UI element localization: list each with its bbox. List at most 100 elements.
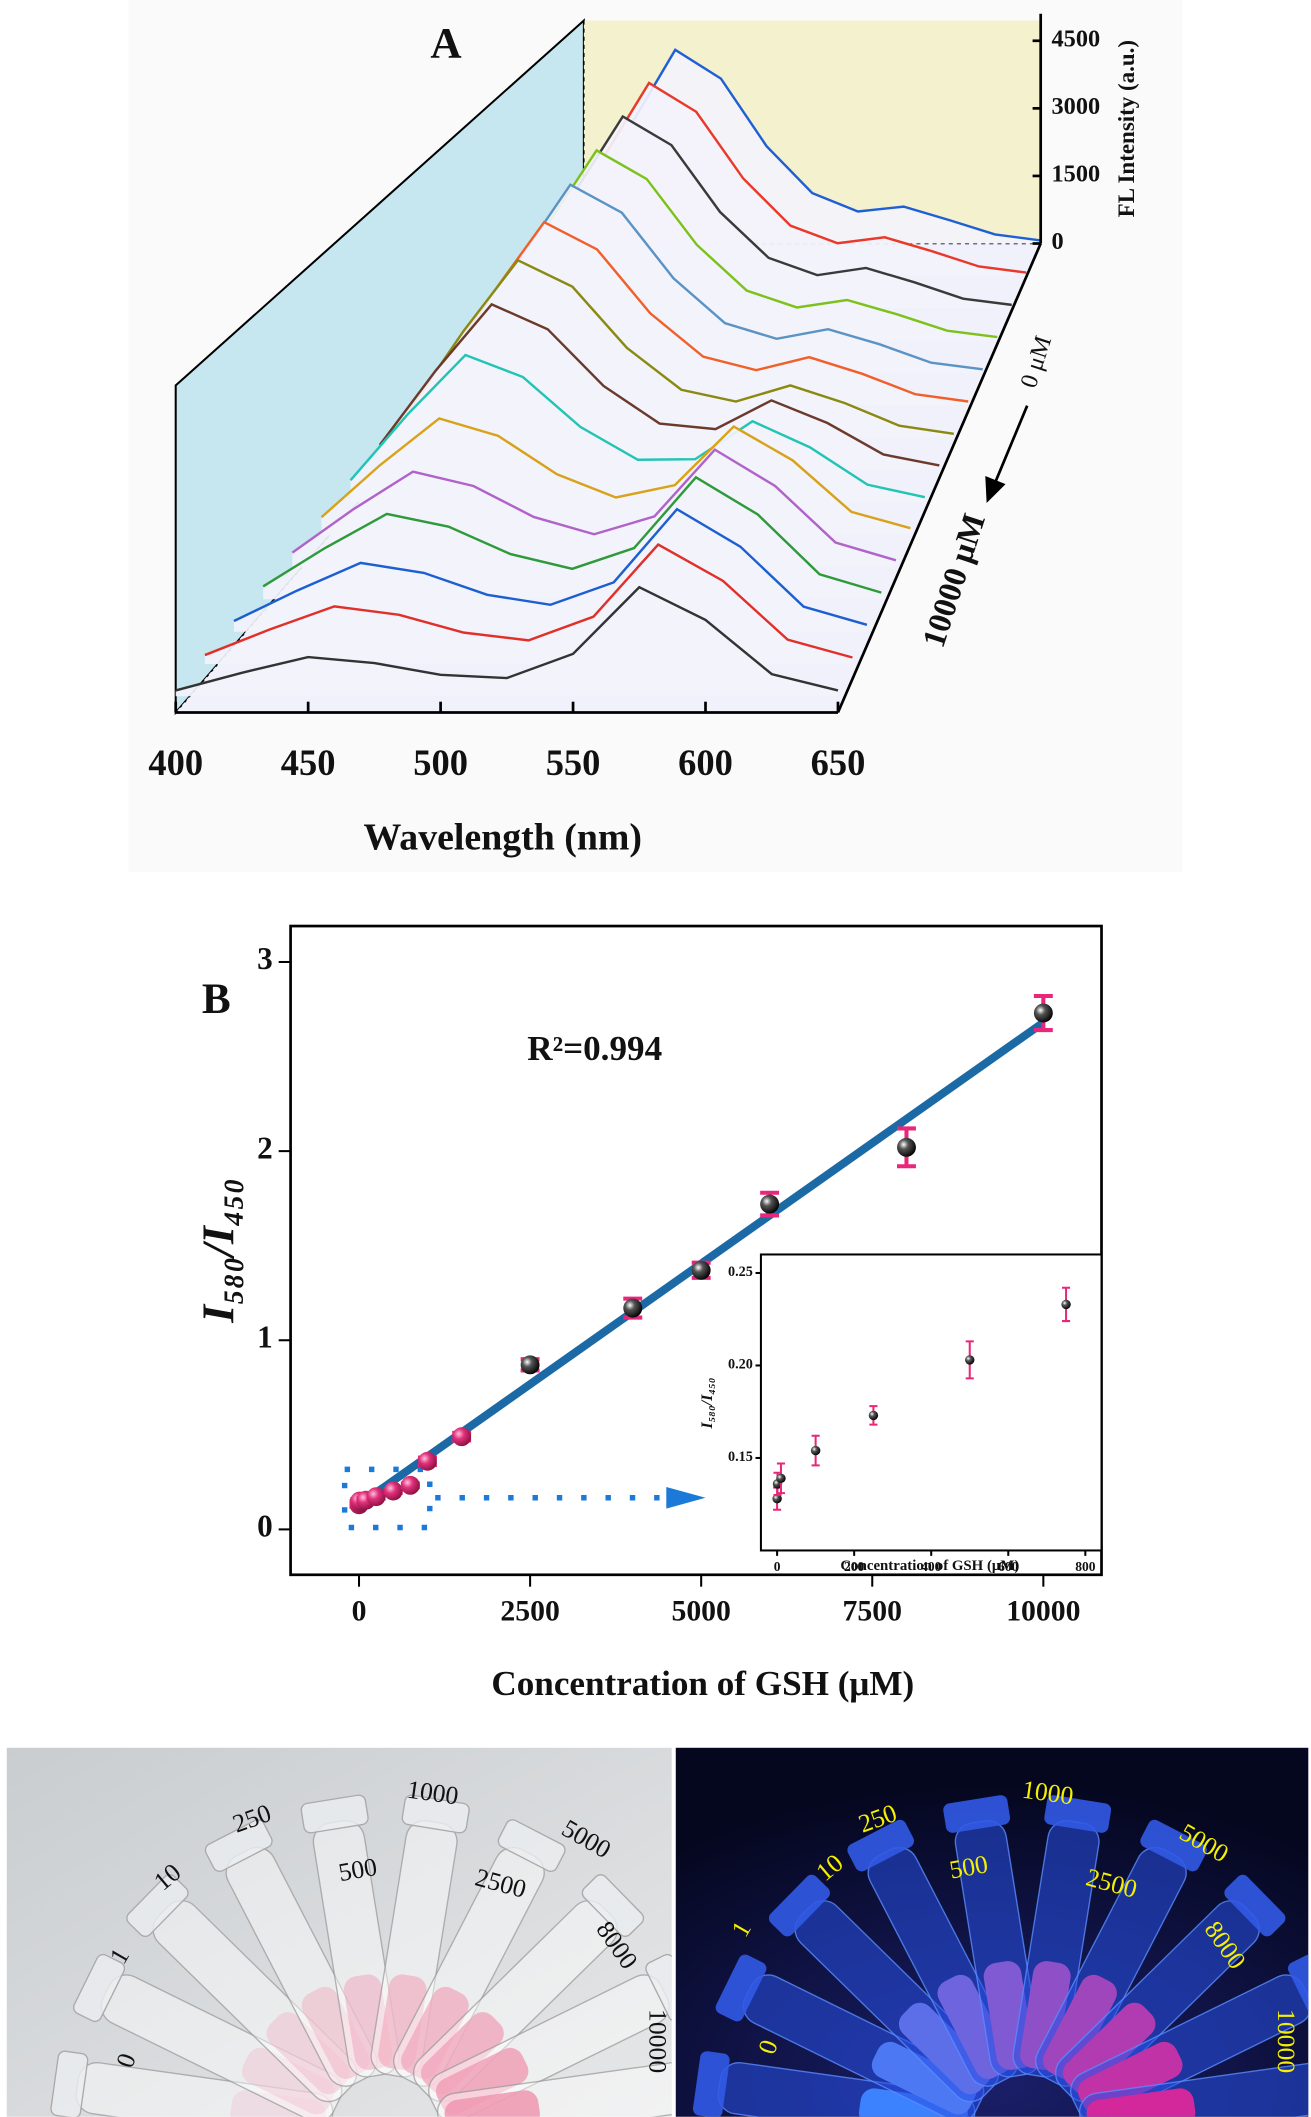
tube-cap — [401, 1794, 470, 1834]
tube-label: 1000 — [1020, 1775, 1075, 1811]
x-tick-label: 600 — [998, 1559, 1019, 1574]
tube-cap — [1044, 1795, 1112, 1833]
tube-cap — [497, 1819, 566, 1873]
tube-cap — [1287, 1954, 1309, 2022]
spectrum-line — [407, 258, 954, 436]
plot-frame — [289, 924, 1103, 1577]
spectrum-line — [204, 542, 853, 659]
annotation: R²=0.994 — [527, 1029, 662, 1068]
y-tick-label: 2 — [257, 1130, 273, 1165]
x-tick-label: 500 — [413, 742, 468, 783]
spectrum-line — [553, 81, 1027, 274]
spectrum-line — [437, 220, 969, 403]
y-tick-label: 3000 — [1052, 93, 1101, 120]
tube-liquid — [401, 1986, 469, 2079]
tube-liquid — [1042, 1974, 1117, 2079]
x-tick-label: 800 — [1075, 1559, 1096, 1574]
y-tick-label: 0 — [1052, 228, 1064, 255]
zoom-arrow-head — [666, 1486, 706, 1509]
data-point — [1061, 1299, 1071, 1310]
tube-label: 500 — [336, 1852, 379, 1887]
tube — [436, 2062, 672, 2117]
tube-cap — [581, 1874, 645, 1938]
data-point — [810, 1445, 821, 1456]
spectrum-line — [233, 507, 868, 626]
x-tick-label: 400 — [921, 1559, 942, 1574]
tube-body — [1078, 2062, 1309, 2117]
tube — [1078, 2062, 1309, 2117]
data-point — [1033, 1003, 1053, 1023]
arrow-head — [985, 475, 1006, 504]
spectrum-line — [320, 417, 911, 530]
tube — [715, 1954, 985, 2117]
x-tick-label: 400 — [148, 742, 203, 783]
y-tick-label: 1500 — [1052, 161, 1101, 188]
curve-fill — [175, 587, 838, 697]
spectrum-line — [262, 475, 882, 594]
panel-label: B — [202, 975, 231, 1023]
data-point — [417, 1451, 437, 1471]
tube — [72, 1953, 343, 2117]
data-point — [366, 1487, 386, 1507]
tube-cap — [126, 1874, 189, 1938]
panel-label: A — [430, 19, 461, 67]
x-tick-label: 0 — [352, 1595, 367, 1627]
data-point — [400, 1475, 420, 1495]
y-tick-label: 0.20 — [728, 1357, 753, 1373]
tube-cap — [715, 1954, 767, 2022]
data-point — [868, 1410, 879, 1421]
curves — [175, 48, 1041, 697]
data-point — [520, 1355, 540, 1375]
y-axis-label: I₅₈₀/I₄₅₀ — [698, 1378, 716, 1430]
tubes-daylight — [50, 1794, 672, 2117]
spectrum-line — [291, 448, 897, 562]
data-point — [776, 1473, 786, 1484]
x-tick-label: 2500 — [500, 1595, 559, 1627]
tube-liquid — [444, 2090, 540, 2117]
data-point — [623, 1298, 643, 1318]
tube-cap — [300, 1794, 369, 1834]
x-tick-label: 450 — [281, 742, 336, 783]
tube-label: 500 — [947, 1849, 990, 1884]
x-tick-label: 7500 — [843, 1595, 902, 1627]
spectrum-line — [582, 48, 1041, 242]
tube-cap — [768, 1874, 830, 1937]
tube-liquid — [871, 2041, 977, 2115]
y-tick-label: 1 — [257, 1319, 273, 1354]
x-axis-label: Wavelength (nm) — [364, 817, 642, 859]
x-axis-label: Concentration of GSH (μM) — [840, 1558, 1019, 1574]
tube — [428, 1953, 672, 2117]
tube-cap — [1140, 1819, 1207, 1872]
tube-liquid — [241, 2047, 335, 2115]
tube — [412, 1874, 645, 2103]
tube-liquid — [1086, 2088, 1196, 2117]
tube-cap — [204, 1819, 273, 1873]
tube-cap — [72, 1953, 126, 2023]
tube-liquid — [435, 2047, 529, 2115]
tube-label: 10000 — [644, 2009, 673, 2073]
spectrum-line — [349, 353, 926, 499]
x-tick-label: 600 — [678, 742, 733, 783]
tube — [204, 1819, 378, 2087]
tube — [126, 1874, 358, 2103]
tube-body — [436, 2062, 672, 2117]
tube — [1070, 1954, 1309, 2117]
data-point — [452, 1427, 472, 1447]
tube-label: 10000 — [1272, 2009, 1301, 2073]
x-tick-label: 5000 — [671, 1595, 730, 1627]
x-tick-label: 200 — [844, 1559, 865, 1574]
tube-liquid — [301, 1986, 370, 2079]
y-tick-label: 3 — [257, 941, 273, 976]
y-tick-label: 0.15 — [728, 1449, 753, 1465]
spectrum-line — [378, 302, 940, 467]
depth-axis — [836, 242, 1042, 714]
inset-frame — [759, 1253, 1103, 1552]
tube-liquid — [420, 2012, 504, 2095]
tube-cap — [645, 1953, 672, 2023]
tube — [370, 1794, 470, 2078]
tube-cap — [943, 1795, 1011, 1833]
tube — [1035, 1819, 1207, 2087]
tube-label: 1000 — [405, 1775, 460, 1811]
